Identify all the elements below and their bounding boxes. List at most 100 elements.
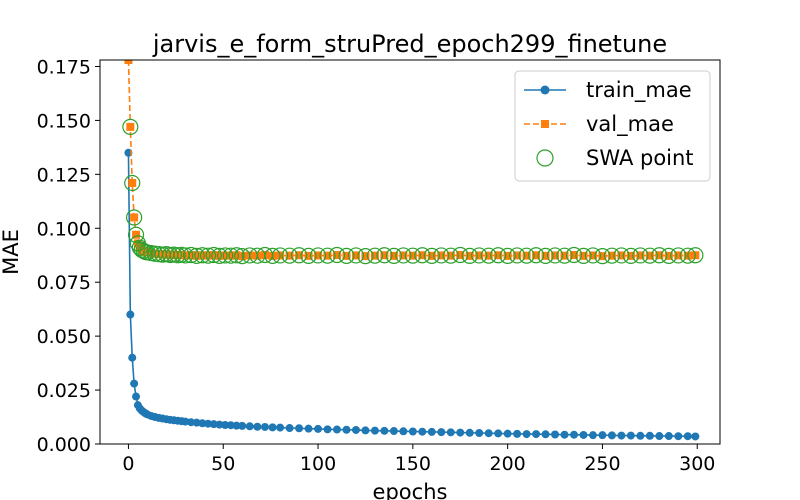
train-point (418, 427, 427, 436)
val-point (380, 251, 389, 260)
swa-point (565, 246, 583, 264)
train-point (408, 427, 417, 436)
val-point (370, 251, 379, 260)
train-point (427, 427, 436, 436)
val-point (126, 122, 135, 131)
swa-point (124, 174, 141, 192)
val-point (588, 251, 597, 260)
swa-point (613, 247, 630, 264)
legend-label-train_mae: train_mae (586, 78, 692, 103)
plot-frame (99, 59, 721, 445)
val-point (427, 251, 436, 260)
train-point (636, 431, 645, 440)
swa-point (347, 247, 365, 264)
train-point (437, 428, 446, 437)
swa-point (670, 247, 687, 264)
train-point (215, 420, 224, 429)
val-point (285, 251, 294, 260)
swa-point (490, 247, 507, 264)
val-point (484, 251, 493, 260)
train-point (380, 426, 389, 435)
train-point (226, 421, 235, 430)
train-point (522, 430, 531, 439)
swa-point (594, 247, 611, 265)
x-tick-label: 300 (679, 453, 715, 475)
x-axis-title: epochs (373, 480, 448, 500)
val-point (551, 251, 560, 260)
train-point (655, 432, 664, 441)
swa-point (546, 247, 564, 264)
chart-title: jarvis_e_form_struPred_epoch299_finetune (152, 30, 667, 58)
swa-point (211, 247, 228, 264)
val-point (674, 251, 683, 260)
val-point (333, 251, 342, 260)
legend-frame (514, 70, 711, 182)
legend-label-swa-point: SWA point (586, 146, 694, 170)
train-point (560, 430, 569, 439)
legend-marker-swa-point (536, 149, 554, 167)
swa-point (471, 247, 488, 264)
swa-point (527, 247, 545, 264)
swa-point (127, 226, 145, 243)
plot-marks (122, 60, 704, 441)
train-point (314, 424, 323, 433)
swa-point (404, 247, 421, 264)
train-point (126, 310, 135, 319)
swa-point (264, 247, 281, 264)
swa-point (182, 246, 200, 264)
val-point (522, 251, 531, 260)
train-point (674, 432, 683, 441)
val-point (560, 251, 569, 260)
swa-point (281, 247, 298, 264)
train-point (598, 431, 607, 440)
series-line-train_mae (127, 152, 696, 438)
swa-point (575, 247, 592, 264)
swa-point (679, 247, 696, 264)
train-point (268, 423, 277, 432)
swa-point (556, 247, 573, 264)
val-point (456, 251, 465, 260)
val-point (664, 251, 673, 260)
val-point (607, 251, 616, 260)
val-point (636, 251, 645, 260)
x-tick-label: 0 (122, 453, 134, 475)
train-point (370, 426, 379, 435)
train-point (541, 430, 550, 439)
train-point (198, 419, 207, 428)
val-point (541, 251, 550, 260)
swa-point (177, 247, 194, 264)
legend-label-val_mae: val_mae (586, 112, 674, 137)
y-tick-label: 0.150 (37, 110, 91, 132)
val-point (437, 251, 446, 260)
train-point (351, 425, 360, 434)
swa-point (660, 247, 677, 264)
train-point (361, 426, 370, 435)
swa-point (290, 247, 308, 264)
val-point (130, 213, 139, 222)
swa-point (385, 247, 402, 264)
val-point (132, 230, 141, 239)
train-point (399, 427, 408, 436)
x-tick-label: 50 (211, 453, 235, 475)
swa-point (423, 247, 440, 264)
swa-point (414, 247, 431, 264)
train-point (691, 432, 700, 441)
val-point (342, 251, 351, 260)
train-point (209, 420, 218, 429)
swa-point (584, 247, 602, 264)
train-point (130, 379, 139, 388)
val-point (295, 251, 304, 260)
val-point (655, 251, 664, 260)
val-point (465, 251, 474, 260)
val-point (598, 252, 607, 261)
x-tick-label: 200 (490, 453, 526, 475)
swa-point (328, 246, 346, 264)
swa-point (433, 247, 450, 264)
train-point (465, 428, 474, 437)
val-point (475, 251, 484, 260)
swa-point (217, 247, 234, 264)
swa-point (687, 247, 704, 264)
legend: train_mae val_mae SWA point (514, 70, 711, 182)
y-tick-label: 0.000 (37, 434, 91, 456)
swa-point (641, 247, 658, 264)
